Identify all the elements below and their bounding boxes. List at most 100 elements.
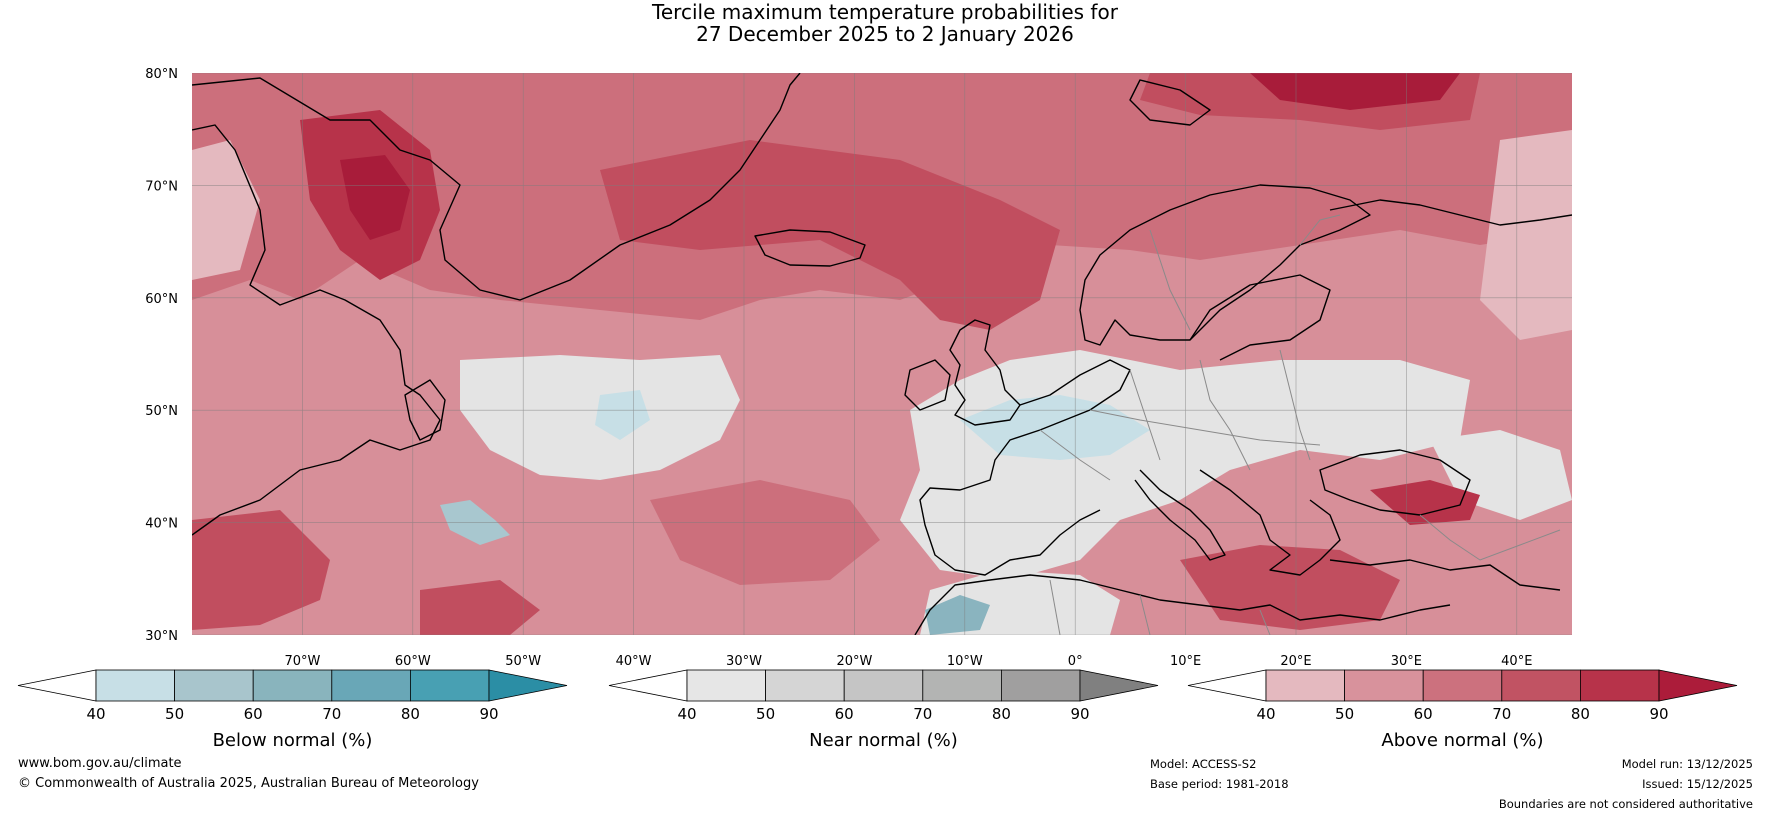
region-above-70-atlantic-north bbox=[600, 140, 1060, 330]
colorbar-tick-label: 90 bbox=[1070, 705, 1089, 723]
coastline-newfoundland bbox=[404, 379, 446, 441]
longitude-label: 10°E bbox=[1170, 654, 1201, 669]
colorbar-segment bbox=[95, 669, 175, 702]
latitude-label: 30°N bbox=[145, 629, 178, 644]
region-above-40-northwest bbox=[192, 140, 260, 280]
map-title-line2: 27 December 2025 to 2 January 2026 bbox=[696, 22, 1074, 46]
colorbar-tick-label: 60 bbox=[835, 705, 854, 723]
issued-date: Issued: 15/12/2025 bbox=[1642, 777, 1753, 791]
colorbar-legends: 40 50 60 70 80 90 Below normal (%) 40 50 60 70 80 90… bbox=[17, 669, 1738, 751]
colorbar-tick-label: 90 bbox=[479, 705, 498, 723]
colorbar-segment bbox=[1001, 669, 1081, 702]
longitude-label: 10°W bbox=[947, 654, 983, 669]
colorbar-segment bbox=[1501, 669, 1581, 702]
colorbar-tick-label: 80 bbox=[1571, 705, 1590, 723]
colorbar-tick-label: 70 bbox=[913, 705, 932, 723]
region-above-80-black-sea bbox=[1370, 480, 1480, 525]
latitude-label: 70°N bbox=[145, 179, 178, 194]
coastline-north-africa bbox=[914, 574, 1451, 635]
coastlines bbox=[192, 73, 1572, 635]
copyright-text: © Commonwealth of Australia 2025, Austra… bbox=[18, 776, 479, 791]
colorbar-segment bbox=[922, 669, 1002, 702]
model-run-date: Model run: 13/12/2025 bbox=[1621, 757, 1753, 771]
longitude-label: 30°W bbox=[726, 654, 762, 669]
colorbar-max-extend bbox=[488, 669, 568, 702]
base-period: Base period: 1981-2018 bbox=[1150, 777, 1289, 791]
coastline-italy bbox=[1134, 469, 1226, 561]
coastline-iceland bbox=[754, 229, 866, 267]
border-europe-c bbox=[1279, 349, 1311, 461]
colorbar-title: Below normal (%) bbox=[213, 730, 373, 751]
colorbar-segment bbox=[1580, 669, 1660, 702]
colorbar-segment bbox=[1422, 669, 1503, 702]
longitude-labels: 70°W 60°W 50°W 40°W 30°W 20°W 10°W 0° 10°E 20°E 30… bbox=[284, 654, 1532, 669]
longitude-label: 40°E bbox=[1501, 654, 1532, 669]
colorbar-tick-label: 50 bbox=[1335, 705, 1354, 723]
colorbar-segment bbox=[843, 669, 924, 702]
colorbar-tick-label: 80 bbox=[992, 705, 1011, 723]
colorbar-min-extend bbox=[608, 669, 688, 702]
coastline-balkans bbox=[1199, 469, 1341, 576]
region-below-60-morocco bbox=[925, 595, 990, 635]
colorbar-segment bbox=[1344, 669, 1424, 702]
longitude-label: 30°E bbox=[1391, 654, 1422, 669]
colorbar-tick-label: 50 bbox=[165, 705, 184, 723]
border-europe-e bbox=[1039, 429, 1111, 481]
latitude-label: 80°N bbox=[145, 67, 178, 82]
colorbar-max-extend bbox=[1658, 669, 1738, 702]
colorbar-segment bbox=[174, 669, 254, 702]
colorbar-segment bbox=[409, 669, 490, 702]
coastline-great-britain bbox=[949, 319, 1021, 426]
latitude-label: 60°N bbox=[145, 292, 178, 307]
colorbar-tick-label: 60 bbox=[1414, 705, 1433, 723]
coastline-western-europe bbox=[919, 359, 1131, 576]
coastline-greenland bbox=[192, 73, 801, 301]
coastline-ireland bbox=[904, 359, 951, 411]
longitude-label: 50°W bbox=[505, 654, 541, 669]
colorbar-tick-label: 50 bbox=[756, 705, 775, 723]
colorbar-title: Above normal (%) bbox=[1381, 730, 1543, 751]
graticule-lines bbox=[192, 73, 1572, 635]
border-europe-a bbox=[1129, 369, 1161, 461]
colorbar-above: 40 50 60 70 80 90 Above normal (%) bbox=[1187, 669, 1738, 751]
colorbar-segment bbox=[252, 669, 333, 702]
coastline-svalbard-franz bbox=[1129, 79, 1211, 126]
longitude-label: 40°W bbox=[616, 654, 652, 669]
colorbar-tick-label: 90 bbox=[1649, 705, 1668, 723]
colorbar-segment bbox=[331, 669, 411, 702]
border-mideast bbox=[1419, 514, 1561, 561]
region-above-60-central-atlantic bbox=[650, 480, 880, 585]
colorbar-tick-label: 40 bbox=[677, 705, 696, 723]
model-name: Model: ACCESS-S2 bbox=[1150, 757, 1257, 771]
website-link[interactable]: www.bom.gov.au/climate bbox=[18, 756, 182, 771]
colorbar-segment bbox=[686, 669, 766, 702]
region-above-70-subtropical-mid bbox=[420, 580, 540, 635]
map-title-line1: Tercile maximum temperature probabilitie… bbox=[652, 0, 1118, 24]
boundary-disclaimer: Boundaries are not considered authoritat… bbox=[1498, 797, 1753, 811]
coastline-baltic bbox=[1189, 274, 1331, 361]
coastline-black-sea bbox=[1319, 449, 1471, 516]
colorbar-title: Near normal (%) bbox=[809, 730, 958, 751]
longitude-label: 60°W bbox=[395, 654, 431, 669]
colorbar-tick-label: 40 bbox=[86, 705, 105, 723]
colorbar-below: 40 50 60 70 80 90 Below normal (%) bbox=[17, 669, 568, 751]
coastline-turkey-south bbox=[1329, 559, 1561, 591]
colorbar-near: 40 50 60 70 80 90 Near normal (%) bbox=[608, 669, 1159, 751]
probability-map bbox=[192, 73, 1572, 635]
colorbar-segment bbox=[765, 669, 845, 702]
colorbar-min-extend bbox=[17, 669, 97, 702]
border-north-africa bbox=[1049, 579, 1271, 635]
colorbar-tick-label: 60 bbox=[244, 705, 263, 723]
region-above-70-subtropical-west bbox=[192, 510, 330, 630]
longitude-label: 0° bbox=[1068, 654, 1083, 669]
colorbar-tick-label: 70 bbox=[1492, 705, 1511, 723]
country-borders bbox=[1039, 214, 1561, 635]
border-europe-b bbox=[1199, 359, 1251, 471]
colorbar-segment bbox=[1265, 669, 1345, 702]
latitude-label: 50°N bbox=[145, 404, 178, 419]
longitude-label: 70°W bbox=[284, 654, 320, 669]
coastline-north-america bbox=[192, 124, 441, 536]
longitude-label: 20°W bbox=[836, 654, 872, 669]
colorbar-tick-label: 70 bbox=[322, 705, 341, 723]
